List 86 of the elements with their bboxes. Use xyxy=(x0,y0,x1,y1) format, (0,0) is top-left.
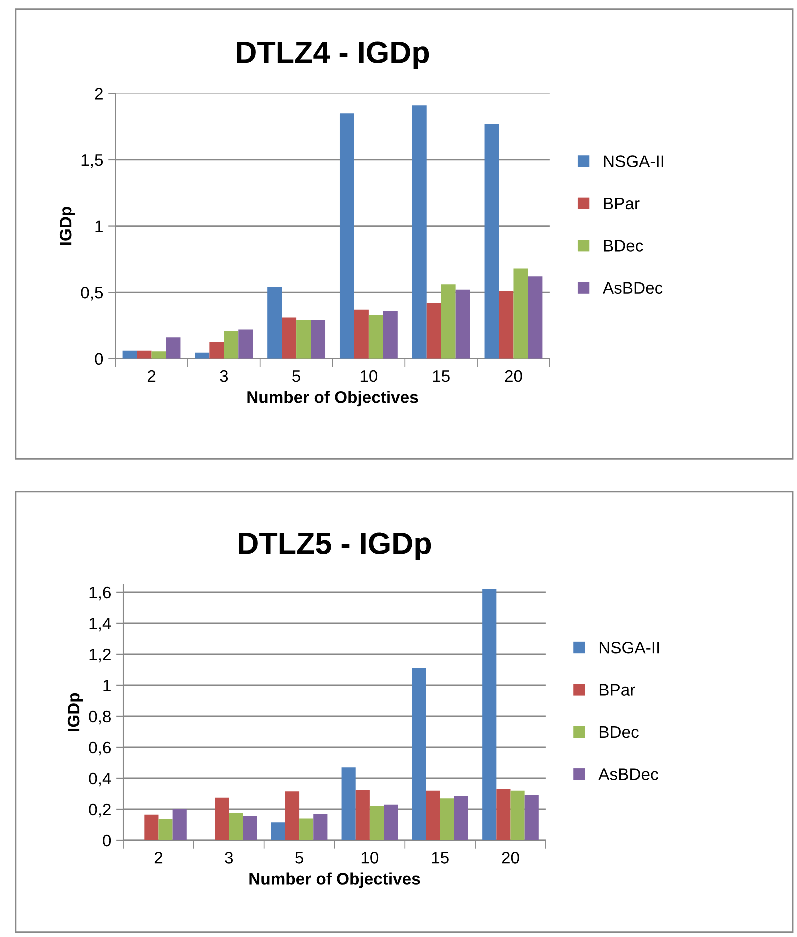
y-tick-label: 1,6 xyxy=(90,586,111,601)
bar xyxy=(356,790,370,840)
bar xyxy=(210,342,224,359)
legend-label: NSGA-II xyxy=(600,642,660,654)
y-tick-label: 2 xyxy=(95,88,103,100)
y-tick-label: 0,8 xyxy=(89,710,112,725)
x-axis-title: Number of Objectives xyxy=(248,391,418,407)
bar xyxy=(122,350,138,359)
bar xyxy=(314,814,328,840)
bar xyxy=(496,789,511,840)
x-tick-label: 5 xyxy=(296,852,304,864)
y-tick-label: 0,5 xyxy=(81,286,104,301)
bar xyxy=(354,310,369,359)
legend-label: AsBDec xyxy=(602,282,663,294)
x-tick-label: 2 xyxy=(148,370,156,382)
bar xyxy=(440,798,454,840)
bar xyxy=(454,796,469,840)
bar xyxy=(229,813,244,840)
bar xyxy=(426,303,442,359)
bar xyxy=(456,290,470,359)
bar xyxy=(285,792,300,840)
x-tick-label: 3 xyxy=(225,852,234,864)
bar xyxy=(342,768,356,840)
y-tick-label: 0 xyxy=(103,834,112,847)
bar xyxy=(243,816,258,840)
x-tick-label: 15 xyxy=(433,370,450,382)
bar xyxy=(215,798,230,840)
x-axis-title: Number of Objectives xyxy=(250,872,420,888)
bar xyxy=(510,790,525,840)
bar xyxy=(499,291,514,359)
bar xyxy=(412,106,427,359)
y-tick-label: 1 xyxy=(96,220,103,232)
y-tick-label: 0,6 xyxy=(89,742,111,756)
bar xyxy=(158,820,173,840)
legend-label: BDec xyxy=(604,240,644,252)
y-tick-label: 0 xyxy=(95,353,104,366)
bar xyxy=(368,315,384,359)
x-tick-label: 20 xyxy=(505,370,522,382)
y-tick-label: 1,4 xyxy=(90,618,112,632)
y-tick-label: 1,2 xyxy=(90,648,111,663)
x-tick-label: 3 xyxy=(220,370,228,382)
bar xyxy=(412,668,426,840)
legend-label: BPar xyxy=(600,684,636,696)
legend-label: BPar xyxy=(604,198,640,210)
bar xyxy=(484,124,500,359)
x-tick-label: 2 xyxy=(154,852,163,864)
bar xyxy=(238,330,254,359)
x-tick-label: 15 xyxy=(432,852,449,864)
legend-label: NSGA-II xyxy=(604,156,664,168)
bar xyxy=(152,352,166,359)
y-axis-title: IGDp xyxy=(60,207,76,246)
bar xyxy=(137,350,152,359)
bar xyxy=(340,114,354,359)
bar xyxy=(528,276,543,359)
chart-title: DTLZ4 - IGDp xyxy=(237,42,430,70)
bar xyxy=(166,338,181,359)
y-tick-label: 0,4 xyxy=(89,772,112,787)
x-tick-label: 10 xyxy=(360,370,378,382)
y-axis-title: IGDp xyxy=(68,693,84,732)
x-tick-label: 10 xyxy=(362,852,379,864)
bar xyxy=(482,589,497,840)
bar xyxy=(383,311,398,359)
bar xyxy=(282,318,297,359)
bar xyxy=(370,806,384,840)
y-tick-label: 1 xyxy=(104,680,111,692)
x-tick-label: 5 xyxy=(292,370,300,382)
bar xyxy=(268,287,282,359)
y-tick-label: 1,5 xyxy=(82,154,104,168)
legend-label: BDec xyxy=(600,726,639,738)
bar xyxy=(514,268,528,359)
bar xyxy=(311,320,326,359)
bar xyxy=(524,796,539,840)
bar xyxy=(144,814,159,840)
legend-label: AsBDec xyxy=(598,768,658,780)
bar xyxy=(224,331,239,359)
bar xyxy=(172,809,187,840)
bar xyxy=(441,284,456,359)
bar xyxy=(271,822,286,840)
bar xyxy=(300,818,314,840)
bar xyxy=(296,320,312,359)
chart-title: DTLZ5 - IGDp xyxy=(239,532,432,560)
y-tick-label: 0,2 xyxy=(89,804,111,818)
x-tick-label: 20 xyxy=(502,852,520,864)
bar xyxy=(195,352,210,359)
bar xyxy=(426,790,440,840)
bar xyxy=(384,804,398,840)
